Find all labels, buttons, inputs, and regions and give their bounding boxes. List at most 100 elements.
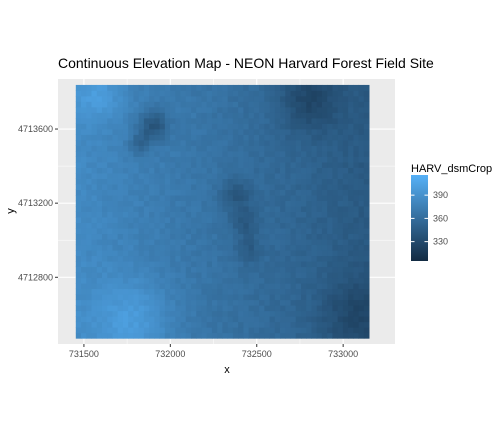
raster-cell bbox=[211, 156, 218, 163]
raster-cell bbox=[91, 151, 98, 157]
raster-cell bbox=[180, 261, 187, 268]
raster-cell bbox=[122, 332, 129, 339]
raster-cell bbox=[164, 128, 171, 135]
raster-cell bbox=[86, 266, 92, 273]
raster-cell bbox=[143, 200, 150, 207]
raster-cell bbox=[222, 184, 229, 190]
raster-cell bbox=[180, 84, 187, 91]
raster-cell bbox=[264, 106, 270, 113]
raster-cell bbox=[227, 178, 234, 185]
raster-cell bbox=[248, 288, 255, 295]
raster-cell bbox=[274, 112, 281, 119]
raster-cell bbox=[243, 184, 250, 190]
raster-cell bbox=[363, 239, 370, 246]
raster-cell bbox=[133, 84, 140, 91]
raster-cell bbox=[112, 310, 119, 317]
raster-cell bbox=[227, 134, 234, 141]
raster-cell bbox=[232, 95, 239, 102]
raster-cell bbox=[217, 250, 223, 257]
raster-cell bbox=[185, 189, 192, 196]
raster-cell bbox=[248, 261, 255, 268]
raster-cell bbox=[227, 310, 234, 317]
raster-cell bbox=[227, 184, 234, 190]
raster-cell bbox=[164, 228, 171, 235]
raster-cell bbox=[348, 112, 354, 119]
raster-cell bbox=[300, 211, 307, 218]
raster-cell bbox=[196, 233, 202, 240]
raster-cell bbox=[112, 305, 119, 312]
raster-cell bbox=[175, 117, 181, 124]
raster-cell bbox=[259, 156, 265, 163]
raster-cell bbox=[311, 145, 318, 152]
raster-cell bbox=[128, 134, 134, 141]
raster-cell bbox=[91, 200, 98, 207]
raster-cell bbox=[238, 310, 244, 317]
raster-cell bbox=[285, 184, 291, 190]
raster-cell bbox=[300, 310, 307, 317]
raster-cell bbox=[154, 151, 160, 157]
x-tick-label: 731500 bbox=[69, 349, 99, 359]
raster-cell bbox=[154, 211, 160, 218]
raster-cell bbox=[191, 310, 197, 317]
raster-cell bbox=[196, 84, 202, 91]
raster-cell bbox=[290, 239, 297, 246]
raster-cell bbox=[86, 117, 92, 124]
raster-cell bbox=[306, 321, 312, 328]
raster-cell bbox=[227, 206, 234, 212]
raster-cell bbox=[112, 294, 119, 301]
raster-cell bbox=[363, 233, 370, 240]
raster-cell bbox=[316, 255, 323, 262]
raster-cell bbox=[337, 189, 344, 196]
raster-cell bbox=[232, 299, 239, 306]
raster-cell bbox=[117, 84, 124, 91]
raster-cell bbox=[342, 233, 349, 240]
raster-cell bbox=[321, 272, 328, 279]
raster-cell bbox=[81, 195, 87, 201]
raster-cell bbox=[363, 255, 370, 262]
raster-cell bbox=[222, 167, 229, 174]
raster-cell bbox=[232, 189, 239, 196]
raster-cell bbox=[300, 128, 307, 135]
raster-cell bbox=[264, 200, 270, 207]
raster-cell bbox=[143, 305, 150, 312]
raster-cell bbox=[170, 112, 176, 119]
raster-cell bbox=[280, 156, 286, 163]
raster-cell bbox=[306, 84, 312, 91]
raster-cell bbox=[274, 145, 281, 152]
raster-cell bbox=[86, 200, 92, 207]
raster-cell bbox=[133, 156, 140, 163]
raster-cell bbox=[321, 128, 328, 135]
raster-cell bbox=[91, 250, 98, 257]
raster-cell bbox=[337, 283, 344, 290]
raster-cell bbox=[358, 272, 365, 279]
raster-cell bbox=[353, 156, 360, 163]
raster-cell bbox=[211, 239, 218, 246]
raster-cell bbox=[363, 140, 370, 146]
raster-cell bbox=[133, 233, 140, 240]
raster-cell bbox=[122, 162, 129, 168]
raster-cell bbox=[300, 84, 307, 91]
raster-cell bbox=[290, 294, 297, 301]
raster-cell bbox=[253, 321, 260, 328]
raster-cell bbox=[222, 283, 229, 290]
raster-cell bbox=[75, 233, 82, 240]
raster-cell bbox=[295, 217, 302, 224]
raster-cell bbox=[128, 184, 134, 190]
raster-cell bbox=[274, 283, 281, 290]
raster-cell bbox=[107, 233, 113, 240]
raster-cell bbox=[306, 178, 312, 185]
raster-cell bbox=[300, 184, 307, 190]
raster-cell bbox=[274, 316, 281, 323]
raster-cell bbox=[264, 84, 270, 91]
raster-cell bbox=[133, 294, 140, 301]
raster-cell bbox=[149, 145, 155, 152]
raster-cell bbox=[311, 101, 318, 108]
raster-cell bbox=[332, 206, 339, 212]
raster-cell bbox=[238, 288, 244, 295]
raster-cell bbox=[290, 305, 297, 312]
raster-cell bbox=[280, 189, 286, 196]
raster-cell bbox=[232, 239, 239, 246]
raster-cell bbox=[327, 239, 333, 246]
raster-cell bbox=[232, 184, 239, 190]
raster-cell bbox=[128, 261, 134, 268]
